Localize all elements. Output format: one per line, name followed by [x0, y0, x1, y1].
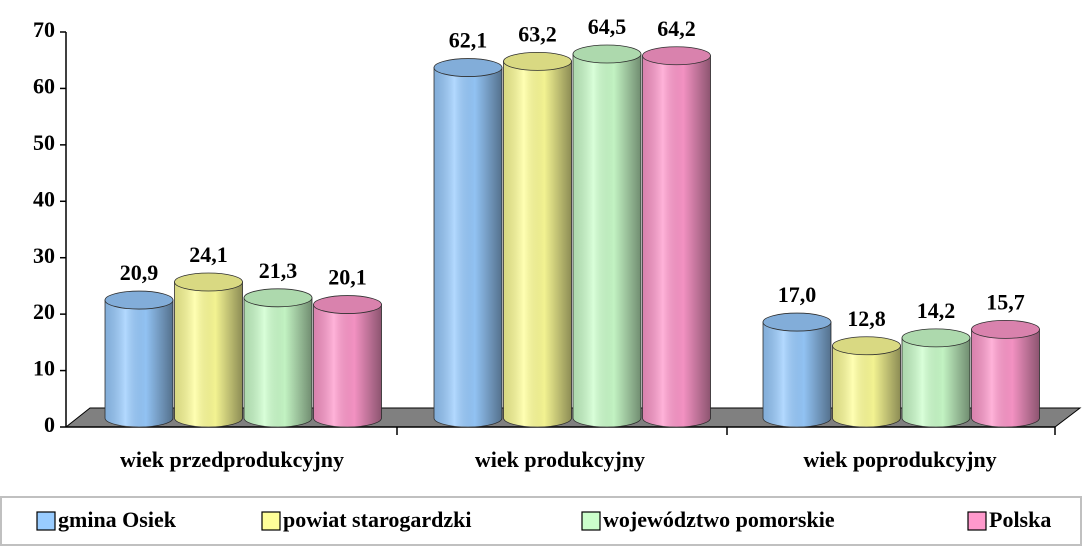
y-tick-label: 40 — [33, 186, 55, 211]
cylinder-top-shade — [105, 291, 173, 310]
cylinder-top — [971, 320, 1040, 339]
data-label: 24,1 — [189, 242, 228, 267]
x-tick-label: wiek produkcyjny — [475, 447, 645, 472]
cylinder-top-shade — [642, 46, 711, 65]
data-label: 20,9 — [120, 260, 159, 285]
data-label: 14,2 — [917, 298, 956, 323]
data-label: 63,2 — [518, 21, 557, 46]
data-label: 64,2 — [657, 16, 696, 41]
cylinder — [971, 320, 1040, 428]
data-label: 15,7 — [986, 289, 1025, 314]
cylinder-shade — [174, 282, 243, 428]
cylinder-top — [503, 51, 572, 71]
legend-label: powiat starogardzki — [283, 507, 471, 532]
cylinder-shade — [902, 337, 970, 427]
data-label: 62,1 — [449, 28, 488, 53]
cylinder-top-shade — [313, 295, 382, 314]
cylinder-shade — [434, 67, 502, 427]
x-tick-label: wiek poprodukcyjny — [803, 447, 996, 472]
cylinder — [104, 290, 174, 428]
cylinder — [832, 336, 901, 428]
legend-swatch — [967, 511, 987, 531]
y-tick-label: 50 — [33, 130, 55, 155]
legend-swatch — [36, 511, 56, 531]
cylinder — [243, 288, 313, 428]
y-tick-label: 60 — [33, 73, 55, 98]
data-label: 21,3 — [259, 258, 298, 283]
cylinder — [433, 58, 503, 428]
cylinder-top-shade — [503, 52, 572, 71]
cylinder-top — [433, 58, 503, 77]
cylinder-top — [313, 295, 382, 314]
x-tick-label: wiek przedprodukcyjny — [120, 447, 344, 472]
cylinder-shade — [573, 54, 641, 428]
cylinder-top-shade — [434, 58, 502, 77]
y-tick-label: 0 — [44, 412, 55, 437]
cylinder-top-shade — [902, 328, 970, 347]
cylinder-top — [104, 290, 174, 310]
cylinder — [642, 46, 711, 428]
cylinder-top — [642, 46, 711, 66]
cylinder-shade — [832, 345, 901, 428]
y-tick-label: 70 — [33, 17, 55, 42]
cylinder — [901, 328, 971, 428]
legend-swatch — [581, 511, 601, 531]
cylinder-top — [572, 44, 642, 64]
cylinder — [313, 295, 382, 428]
legend-label: województwo pomorskie — [603, 507, 835, 532]
data-label: 12,8 — [847, 306, 886, 331]
cylinder-shade — [313, 304, 382, 428]
data-label: 64,5 — [588, 14, 627, 39]
y-tick-label: 30 — [33, 243, 55, 268]
cylinder-shade — [244, 297, 312, 427]
legend-swatch — [261, 511, 281, 531]
data-label: 20,1 — [328, 265, 367, 290]
cylinder-shade — [971, 329, 1040, 428]
cylinder-top — [174, 272, 243, 292]
cylinder — [174, 272, 243, 428]
data-label: 17,0 — [778, 282, 817, 307]
cylinder — [503, 51, 572, 428]
cylinder-top — [832, 336, 901, 356]
cylinder-top — [901, 328, 971, 348]
cylinder-top — [243, 288, 313, 308]
cylinder-top-shade — [573, 45, 641, 64]
cylinder-shade — [642, 55, 711, 428]
legend-label: gmina Osiek — [58, 507, 177, 532]
legend — [0, 496, 1082, 546]
cylinder — [762, 312, 832, 428]
cylinder-shade — [763, 322, 831, 427]
y-tick-label: 20 — [33, 299, 55, 324]
cylinder-shade — [503, 61, 572, 428]
cylinder-top-shade — [763, 313, 831, 332]
cylinder-top-shade — [971, 320, 1040, 339]
cylinder-shade — [105, 300, 173, 427]
cylinder-top — [762, 312, 832, 332]
y-tick-label: 10 — [33, 356, 55, 381]
cylinder-top-shade — [244, 288, 312, 307]
legend-label: Polska — [989, 507, 1051, 532]
cylinder-top-shade — [832, 336, 901, 355]
cylinder — [572, 44, 642, 428]
cylinder-top-shade — [174, 273, 243, 292]
